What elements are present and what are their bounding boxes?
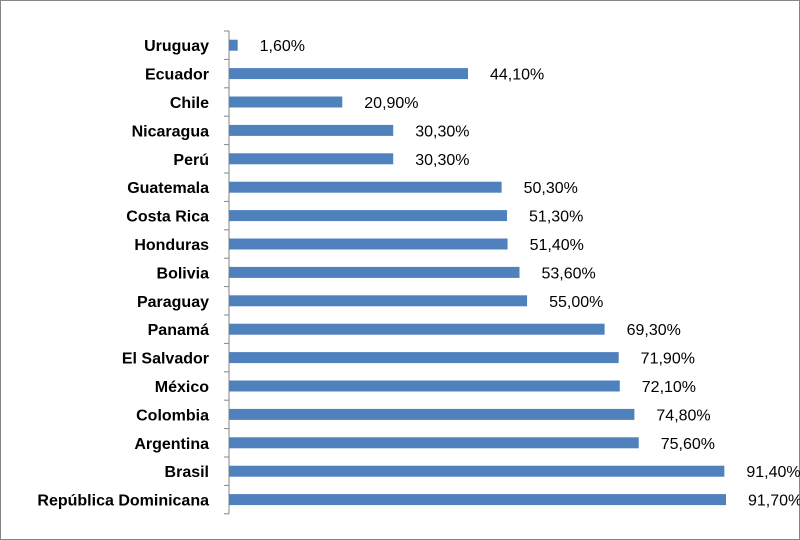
bar (229, 181, 502, 193)
value-label: 74,80% (656, 407, 710, 424)
category-label: Argentina (134, 436, 209, 453)
value-label: 91,70% (748, 493, 800, 510)
category-label: República Dominicana (37, 493, 209, 510)
bar (229, 266, 520, 278)
category-label: Uruguay (144, 38, 209, 55)
value-label: 50,30% (524, 180, 578, 197)
bar (229, 39, 238, 51)
category-label: Chile (170, 95, 209, 112)
category-label: Paraguay (137, 294, 209, 311)
value-label: 71,90% (641, 351, 695, 368)
value-label: 55,00% (549, 294, 603, 311)
bar (229, 124, 394, 136)
category-label-layer: Uruguay Ecuador Chile Nicaragua Perú Guatemal… (37, 38, 209, 509)
category-label: Brasil (165, 464, 209, 481)
value-label-layer: 1,60% 44,10% 20,90% 30,30% 30,30% 50,30% 51,30… (260, 38, 800, 509)
bar (229, 295, 528, 307)
bar (229, 238, 508, 250)
bar (229, 437, 639, 449)
bar (229, 494, 726, 506)
category-label: Panamá (148, 322, 209, 339)
value-label: 91,40% (746, 464, 800, 481)
category-label: Guatemala (127, 180, 209, 197)
bar (229, 323, 605, 335)
axis-layer (224, 30, 230, 515)
value-label: 30,30% (415, 152, 469, 169)
category-label: México (155, 379, 209, 396)
value-label: 72,10% (642, 379, 696, 396)
value-label: 75,60% (661, 436, 715, 453)
bar (229, 153, 394, 165)
bar (229, 352, 619, 364)
category-label: Costa Rica (126, 209, 209, 226)
value-label: 53,60% (542, 265, 596, 282)
value-label: 1,60% (260, 38, 305, 55)
value-label: 69,30% (627, 322, 681, 339)
bar (229, 210, 508, 222)
category-label: Nicaragua (132, 123, 209, 140)
value-label: 20,90% (364, 95, 418, 112)
bar-layer (229, 39, 726, 506)
value-label: 44,10% (490, 67, 544, 84)
bar (229, 96, 343, 108)
category-label: Ecuador (145, 67, 209, 84)
category-label: Colombia (136, 407, 209, 424)
category-label: Bolivia (157, 265, 210, 282)
bar (229, 380, 620, 392)
category-label: Perú (173, 152, 209, 169)
value-label: 51,40% (530, 237, 584, 254)
category-label: Honduras (134, 237, 209, 254)
bar (229, 465, 725, 477)
category-label: El Salvador (122, 351, 209, 368)
bar (229, 68, 469, 80)
value-label: 30,30% (415, 123, 469, 140)
value-label: 51,30% (529, 209, 583, 226)
bar (229, 408, 635, 420)
